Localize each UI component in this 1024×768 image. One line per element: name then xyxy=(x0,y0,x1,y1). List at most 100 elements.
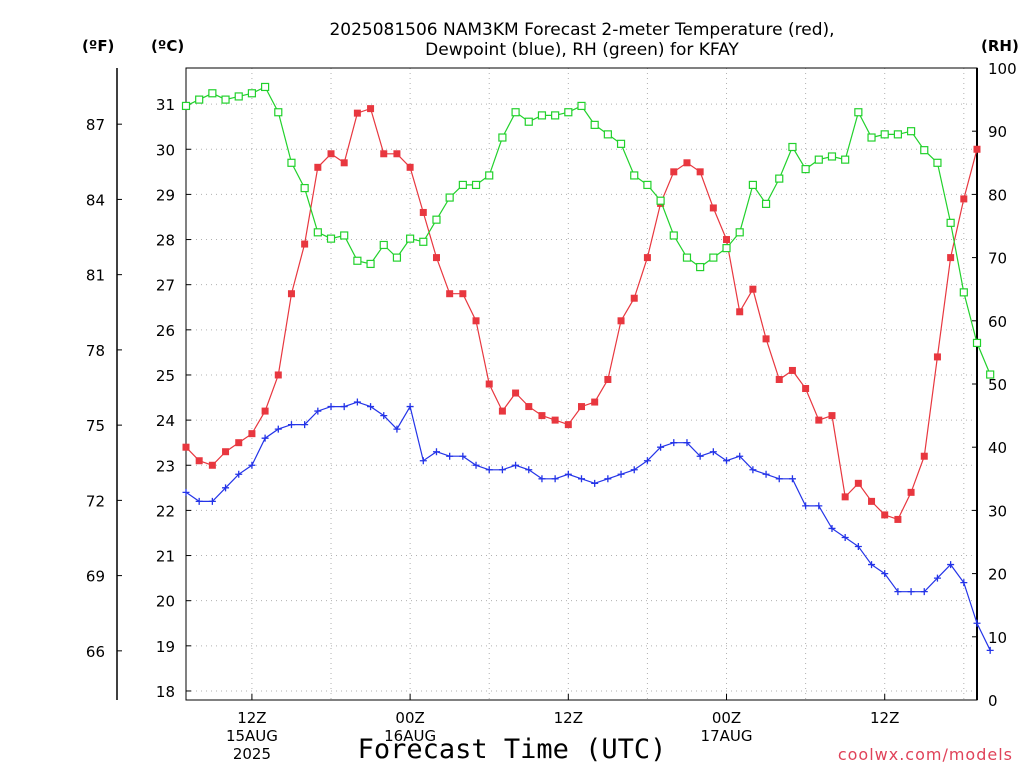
rh-tick-label: 40 xyxy=(988,439,1007,457)
dewpoint-point xyxy=(235,470,243,478)
fahrenheit-tick-label: 81 xyxy=(86,267,105,285)
dewpoint-point xyxy=(802,502,810,510)
rh-unit-label: (RH) xyxy=(981,37,1019,55)
dewpoint-point xyxy=(881,570,889,578)
rh-point xyxy=(577,101,586,111)
fahrenheit-tick-label: 84 xyxy=(86,191,105,209)
rh-point xyxy=(827,152,837,161)
dewpoint-point xyxy=(749,466,757,474)
celsius-tick-label: 18 xyxy=(156,683,175,701)
dewpoint-point xyxy=(578,475,585,483)
temperature-point xyxy=(802,385,810,393)
dewpoint-point xyxy=(657,443,665,451)
rh-point xyxy=(221,95,230,104)
x-tick-label: 00Z xyxy=(712,709,741,727)
temperature-point xyxy=(287,290,295,298)
rh-point xyxy=(946,218,955,227)
fahrenheit-tick-label: 69 xyxy=(86,568,105,586)
fahrenheit-tick-label: 75 xyxy=(86,417,105,435)
x-tick-label: 00Z xyxy=(395,709,424,727)
dewpoint-point xyxy=(446,452,454,460)
rh-point xyxy=(181,101,191,111)
temperature-point xyxy=(235,439,243,447)
celsius-tick-label: 28 xyxy=(156,232,175,250)
temperature-point xyxy=(604,375,612,383)
rh-point xyxy=(709,253,718,262)
rh-point xyxy=(326,234,336,243)
grid-lines xyxy=(186,68,977,700)
rh-point xyxy=(313,228,322,237)
rh-tick-label: 80 xyxy=(988,186,1007,204)
dewpoint-point xyxy=(195,497,203,505)
rh-tick-label: 30 xyxy=(988,502,1007,520)
dewpoint-point xyxy=(604,475,612,483)
rh-point xyxy=(748,180,757,190)
temperature-point xyxy=(182,443,190,451)
rh-point xyxy=(419,237,428,246)
rh-point xyxy=(300,183,309,193)
temperature-point xyxy=(709,204,717,212)
temperature-point xyxy=(261,407,269,415)
celsius-tick-label: 29 xyxy=(156,186,175,204)
rh-tick-label: 20 xyxy=(988,566,1007,584)
dewpoint-point xyxy=(498,466,506,474)
temperature-point xyxy=(208,461,216,469)
rh-point xyxy=(854,108,863,117)
fahrenheit-tick-label: 66 xyxy=(86,643,105,661)
dewpoint-point xyxy=(736,452,744,460)
dewpoint-point xyxy=(393,425,401,433)
temperature-point xyxy=(380,150,388,158)
dewpoint-point xyxy=(775,475,783,483)
celsius-tick-label: 23 xyxy=(156,457,175,475)
dewpoint-point xyxy=(986,646,994,654)
plot-frame xyxy=(185,67,978,701)
rh-tick-label: 90 xyxy=(988,123,1007,141)
rh-point xyxy=(722,244,731,253)
chart-title-line-2: Dewpoint (blue), RH (green) for KFAY xyxy=(425,40,739,60)
dewpoint-point xyxy=(301,421,309,429)
rh-point xyxy=(340,231,349,240)
temperature-point xyxy=(947,254,955,262)
rh-point xyxy=(630,171,639,180)
temperature-point xyxy=(195,457,203,465)
dewpoint-point xyxy=(933,574,941,582)
celsius-tick-label: 20 xyxy=(156,593,175,611)
temperature-line xyxy=(185,107,978,521)
dewpoint-point xyxy=(709,448,717,456)
dewpoint-point xyxy=(947,561,955,569)
dewpoint-point xyxy=(670,439,678,447)
rh-tick-label: 50 xyxy=(988,376,1007,394)
temperature-point xyxy=(841,493,849,501)
rh-point xyxy=(880,130,889,139)
rh-point xyxy=(696,262,705,272)
dewpoint-point xyxy=(327,403,335,411)
temperature-point xyxy=(736,308,744,316)
rh-point xyxy=(471,180,481,190)
rh-point xyxy=(366,259,375,269)
rh-point xyxy=(801,165,810,174)
rh-point xyxy=(406,234,415,243)
temperature-point xyxy=(920,452,928,460)
celsius-tick-label: 24 xyxy=(156,412,175,430)
dewpoint-point xyxy=(894,588,902,596)
temperature-point xyxy=(933,353,941,361)
dewpoint-point xyxy=(380,412,388,420)
rh-point xyxy=(392,253,402,262)
rh-point xyxy=(234,92,243,101)
rh-point xyxy=(972,338,982,348)
temperature-point xyxy=(749,285,757,293)
rh-point xyxy=(590,120,599,129)
temperature-point xyxy=(419,208,427,216)
rh-tick-label: 70 xyxy=(988,250,1007,268)
rh-point xyxy=(537,111,547,120)
temperature-point xyxy=(314,163,322,171)
temperature-point xyxy=(960,195,968,203)
dewpoint-point xyxy=(643,457,651,465)
temperature-point xyxy=(274,371,282,379)
temperature-point xyxy=(248,430,256,438)
temperature-point xyxy=(525,403,533,411)
rh-point xyxy=(195,95,204,104)
dewpoint-point xyxy=(960,579,968,587)
dewpoint-point xyxy=(353,398,361,406)
